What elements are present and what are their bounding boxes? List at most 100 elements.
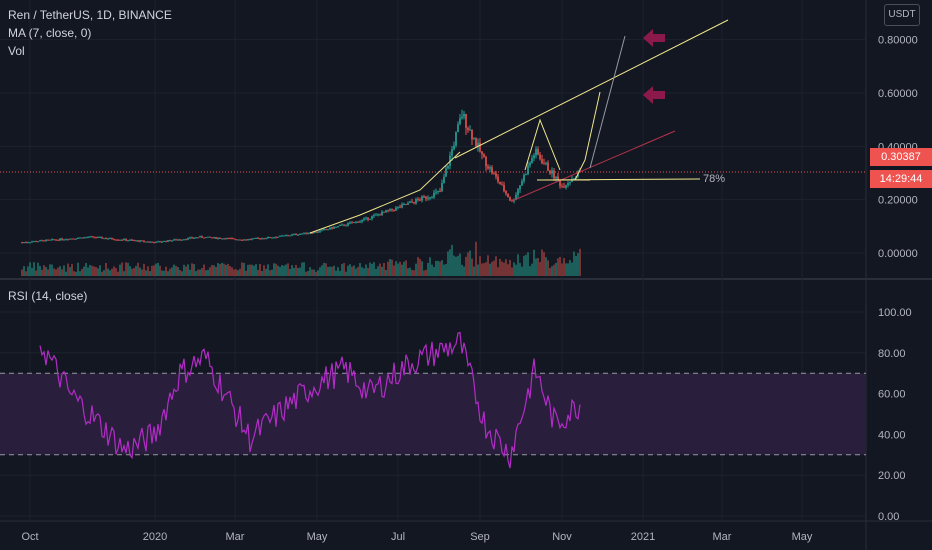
rsi-indicator-label[interactable]: RSI (14, close) [8, 289, 88, 303]
candle-body [99, 237, 101, 239]
projection-yellow [574, 91, 601, 181]
rsi-band [0, 372, 866, 456]
candle-body [81, 237, 83, 239]
volume-bar [217, 263, 219, 276]
candle-body [61, 238, 63, 240]
volume-bar [531, 263, 533, 276]
volume-bar [223, 263, 225, 276]
volume-bar [53, 268, 55, 276]
volume-bar [235, 269, 237, 276]
candle-body [183, 239, 185, 241]
volume-bar [323, 262, 325, 276]
candle-body [459, 118, 461, 125]
candle-body [75, 238, 77, 240]
volume-bar [373, 262, 375, 276]
candle-body [45, 239, 47, 242]
candle-body [63, 239, 65, 241]
candle-body [555, 176, 557, 179]
volume-bar [559, 256, 561, 276]
candle-body [377, 214, 379, 216]
volume-bar [399, 261, 401, 276]
candle-body [273, 237, 275, 239]
volume-bar [481, 263, 483, 276]
volume-bar [565, 263, 567, 276]
currency-selector[interactable]: USDT [884, 4, 920, 26]
volume-bar [529, 266, 531, 276]
candle-body [187, 237, 189, 240]
candle-body [109, 238, 111, 240]
candle-body [329, 227, 331, 230]
volume-bar [445, 263, 447, 276]
volume-bar [335, 270, 337, 276]
candle-body [463, 114, 465, 117]
candle-body [85, 237, 87, 239]
volume-bar [149, 271, 151, 276]
candle-body [501, 184, 503, 186]
candle-body [515, 194, 517, 200]
volume-bar [355, 268, 357, 276]
candle-body [51, 239, 53, 241]
volume-bar [467, 252, 469, 276]
volume-bar [207, 269, 209, 276]
candle-body [453, 145, 455, 150]
volume-bar [123, 271, 125, 276]
candle-body [353, 222, 355, 224]
volume-bars [21, 241, 581, 276]
candle-body [23, 242, 25, 244]
volume-indicator-label[interactable]: Vol [8, 44, 25, 58]
rsi-axis[interactable]: 100.00 80.00 60.00 40.00 20.00 0.00 [878, 307, 912, 523]
volume-bar [371, 263, 373, 276]
candle-body [305, 232, 307, 234]
time-axis[interactable]: Oct 2020 Mar May Jul Sep Nov 2021 Mar May [21, 531, 812, 543]
candle-body [233, 238, 235, 240]
candle-body [419, 199, 421, 201]
volume-bar [63, 265, 65, 276]
candle-body [267, 236, 269, 239]
candle-body [185, 239, 187, 241]
volume-bar [349, 264, 351, 276]
candle-body [421, 196, 423, 201]
candle-body [107, 238, 109, 240]
volume-bar [125, 262, 127, 276]
candle-body [205, 237, 207, 239]
candle-body [461, 116, 463, 119]
candle-body [351, 222, 353, 224]
candle-body [429, 197, 431, 199]
volume-bar [541, 249, 543, 276]
volume-bar [215, 266, 217, 276]
volume-bar [471, 258, 473, 276]
volume-bar [255, 264, 257, 276]
volume-bar [309, 267, 311, 276]
volume-bar [459, 253, 461, 276]
candle-body [469, 129, 471, 131]
volume-bar [311, 269, 313, 276]
candle-body [227, 238, 229, 240]
volume-bar [463, 266, 465, 276]
candle-body [405, 203, 407, 205]
candle-body [371, 216, 373, 219]
candle-body [557, 176, 559, 181]
candle-body [103, 238, 105, 240]
volume-bar [163, 270, 165, 276]
symbol-title[interactable]: Ren / TetherUS, 1D, BINANCE [8, 8, 172, 22]
volume-bar [491, 261, 493, 276]
candle-body [121, 239, 123, 241]
volume-bar [239, 268, 241, 276]
ma-indicator-label[interactable]: MA (7, close, 0) [8, 26, 92, 40]
candle-body [359, 221, 361, 223]
volume-bar [295, 264, 297, 276]
volume-bar [521, 266, 523, 276]
volume-bar [363, 268, 365, 276]
volume-bar [577, 252, 579, 276]
volume-bar [281, 265, 283, 276]
candle-body [339, 225, 341, 227]
candle-body [215, 237, 217, 239]
candle-body [565, 185, 567, 188]
candle-body [409, 201, 411, 203]
candle-body [159, 241, 161, 243]
candle-body [297, 234, 299, 236]
candle-body [399, 206, 401, 208]
volume-bar [509, 259, 511, 276]
volume-bar [283, 265, 285, 276]
